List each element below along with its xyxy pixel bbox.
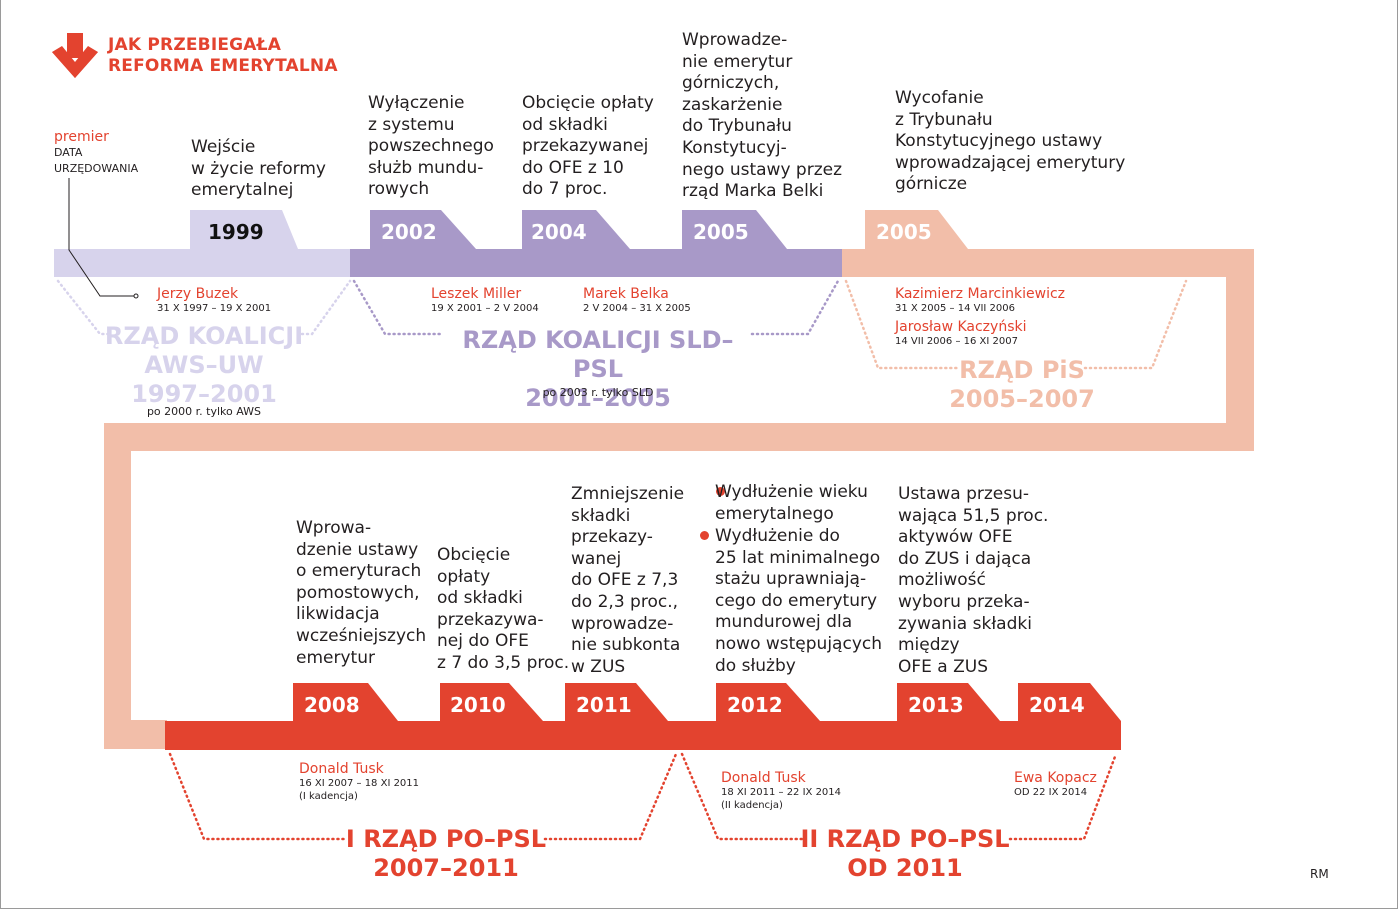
title-line-2: REFORMA EMERYTALNA [108,56,338,76]
gov-po-psl-2: II RZĄD PO–PSL OD 2011 [800,825,1010,882]
premier-miller: Leszek Miller 19 X 2001 – 2 V 2004 [431,286,539,314]
event-2010-text: Obcięcie opłaty od składki przekazywa- n… [437,545,570,673]
year-2010: 2010 [450,693,506,717]
year-2008: 2008 [304,693,360,717]
tab-2008 [293,683,398,721]
gov-pis: RZĄD PiS 2005–2007 [949,356,1095,413]
event-2012-text-2: Wydłużenie do 25 lat minimalnego stażu u… [715,526,883,676]
tab-2002 [370,210,476,249]
tab-2010 [440,683,543,721]
year-2005b: 2005 [876,220,932,244]
author-credit: RM [1310,867,1329,881]
premier-kaczynski: Jarosław Kaczyński 14 VII 2006 – 16 XI 2… [895,319,1027,347]
year-2011: 2011 [576,693,632,717]
title-line-1: JAK PRZEBIEGAŁA [108,35,282,55]
down-arrow-icon [52,33,98,78]
legend: premier DATA URZĘDOWANIA [54,129,138,177]
year-2004: 2004 [531,220,587,244]
bullet-icon [700,531,709,540]
page-title: JAK PRZEBIEGAŁA REFORMA EMERYTALNA [108,35,338,77]
year-2005a: 2005 [693,220,749,244]
legend-leader [68,178,134,297]
event-2005a-text: Wprowadze- nie emerytur górniczych, zask… [682,30,842,202]
year-2013: 2013 [908,693,964,717]
legend-dates-1: DATA [54,146,83,159]
event-1999-text: Wejście w życie reformy emerytalnej [191,137,326,201]
premier-belka: Marek Belka 2 V 2004 – 31 X 2005 [583,286,691,314]
po-band [165,721,1121,750]
gov-aws-uw: RZĄD KOALICJI AWS–UW 1997–2001 [104,322,304,408]
event-2004-text: Obcięcie opłaty od składki przekazywanej… [522,93,654,200]
event-2011-text: Zmniejszenie składki przekazy- wanej do … [571,484,685,677]
legend-premier: premier [54,129,109,145]
aws-band [54,249,350,277]
gov-aws-note: po 2000 r. tylko AWS [146,405,262,418]
sld-bracket [352,279,840,336]
premier-tusk-2: Donald Tusk 18 XI 2011 – 22 IX 2014 (II … [721,770,842,811]
event-2005b-text: Wycofanie z Trybunału Konstytucyjnego us… [895,88,1126,195]
tab-2014 [1018,683,1121,721]
gov-sld-psl: RZĄD KOALICJI SLD–PSL 2001–2005 [462,326,734,412]
po2-bracket [680,752,1118,841]
year-2012: 2012 [727,693,783,717]
premier-tusk-1: Donald Tusk 16 XI 2007 – 18 XI 2011 (I k… [299,761,420,802]
tab-2004 [522,210,630,249]
premier-marcinkiewicz: Kazimierz Marcinkiewicz 31 X 2005 – 14 V… [895,286,1066,314]
tab-2013 [897,683,1000,721]
event-2008-text: Wprowa- dzenie ustawy o emeryturach pomo… [296,518,427,668]
sld-band [350,249,842,277]
premier-buzek: Jerzy Buzek 31 X 1997 – 19 X 2001 [157,286,272,314]
legend-dates-2: URZĘDOWANIA [54,162,139,175]
aws-bracket [56,279,352,336]
event-2013-text: Ustawa przesu- wająca 51,5 proc. aktywów… [898,484,1049,677]
event-2012-text-1: Wydłużenie wieku emerytalnego [715,482,868,524]
tab-1999 [190,210,298,249]
event-2002-text: Wyłączenie z systemu powszechnego służb … [368,93,494,200]
premier-kopacz: Ewa Kopacz OD 22 IX 2014 [1014,770,1097,798]
tab-2005b [865,210,968,249]
tab-2011 [565,683,668,721]
tab-2005a [682,210,787,249]
year-2014: 2014 [1029,693,1085,717]
tab-2012 [716,683,820,721]
year-2002: 2002 [381,220,437,244]
bullet-icon [716,487,725,496]
po1-bracket [168,752,678,841]
year-1999: 1999 [208,220,264,244]
gov-sld-note: po 2003 r. tylko SLD [542,386,654,399]
pis-bracket [844,279,1188,370]
gov-po-psl-1: I RZĄD PO–PSL 2007–2011 [345,825,547,882]
